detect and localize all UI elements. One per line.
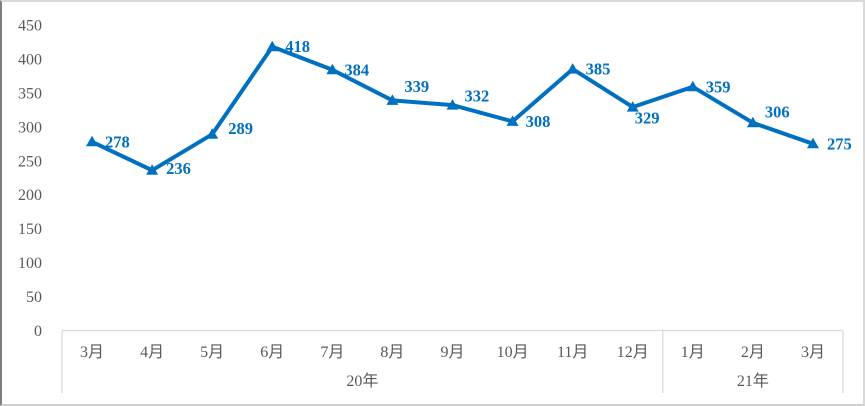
y-axis-tick-label: 150 xyxy=(18,221,42,238)
data-point-marker xyxy=(566,63,579,74)
data-point-label: 359 xyxy=(706,77,731,96)
data-point-label: 275 xyxy=(827,134,852,153)
x-axis-month-label: 9月 xyxy=(440,344,464,361)
data-point-label: 306 xyxy=(765,102,790,121)
x-axis-month-label: 12月 xyxy=(617,344,649,361)
y-axis-tick-label: 300 xyxy=(18,119,42,136)
x-axis-month-label: 7月 xyxy=(320,344,344,361)
data-point-label: 329 xyxy=(635,109,660,128)
data-point-marker xyxy=(326,63,339,75)
data-point-label: 236 xyxy=(166,159,191,178)
data-point-marker xyxy=(806,137,819,149)
data-point-label: 289 xyxy=(228,119,253,138)
x-axis-month-label: 2月 xyxy=(741,344,765,361)
y-axis-tick-label: 200 xyxy=(18,187,42,204)
data-point-label: 278 xyxy=(105,132,130,151)
x-axis-month-label: 5月 xyxy=(200,344,224,361)
y-axis-tick-label: 0 xyxy=(34,323,42,340)
data-point-marker xyxy=(686,80,699,92)
x-axis-month-label: 1月 xyxy=(681,344,705,361)
x-axis-month-label: 4月 xyxy=(140,344,164,361)
data-point-label: 385 xyxy=(586,60,611,79)
x-axis-month-label: 8月 xyxy=(380,344,404,361)
x-axis-month-label: 3月 xyxy=(80,344,104,361)
y-axis-tick-label: 450 xyxy=(18,18,42,35)
x-axis-year-label: 21年 xyxy=(737,372,769,390)
y-axis-tick-label: 100 xyxy=(18,255,42,272)
data-point-marker xyxy=(446,99,459,110)
x-axis-month-label: 3月 xyxy=(801,344,825,361)
data-point-label: 332 xyxy=(465,87,490,106)
y-axis-tick-label: 400 xyxy=(18,51,42,68)
data-point-marker xyxy=(206,128,219,139)
data-point-marker xyxy=(746,116,759,128)
data-point-marker xyxy=(506,115,519,126)
data-point-label: 384 xyxy=(344,60,369,79)
y-axis-tick-label: 50 xyxy=(26,289,42,306)
data-point-marker xyxy=(386,94,399,105)
x-axis-year-label: 20年 xyxy=(346,372,378,390)
data-point-marker xyxy=(146,164,159,175)
x-axis-month-label: 11月 xyxy=(557,344,588,361)
data-point-label: 308 xyxy=(526,112,551,131)
data-point-label: 339 xyxy=(404,77,429,96)
data-point-marker xyxy=(266,40,279,52)
data-point-marker xyxy=(626,101,639,112)
x-axis-month-label: 6月 xyxy=(260,344,284,361)
x-axis-month-label: 10月 xyxy=(497,344,529,361)
y-axis-tick-label: 350 xyxy=(18,85,42,102)
data-point-marker xyxy=(86,135,99,147)
y-axis-tick-label: 250 xyxy=(18,153,42,170)
data-point-label: 418 xyxy=(285,37,310,56)
